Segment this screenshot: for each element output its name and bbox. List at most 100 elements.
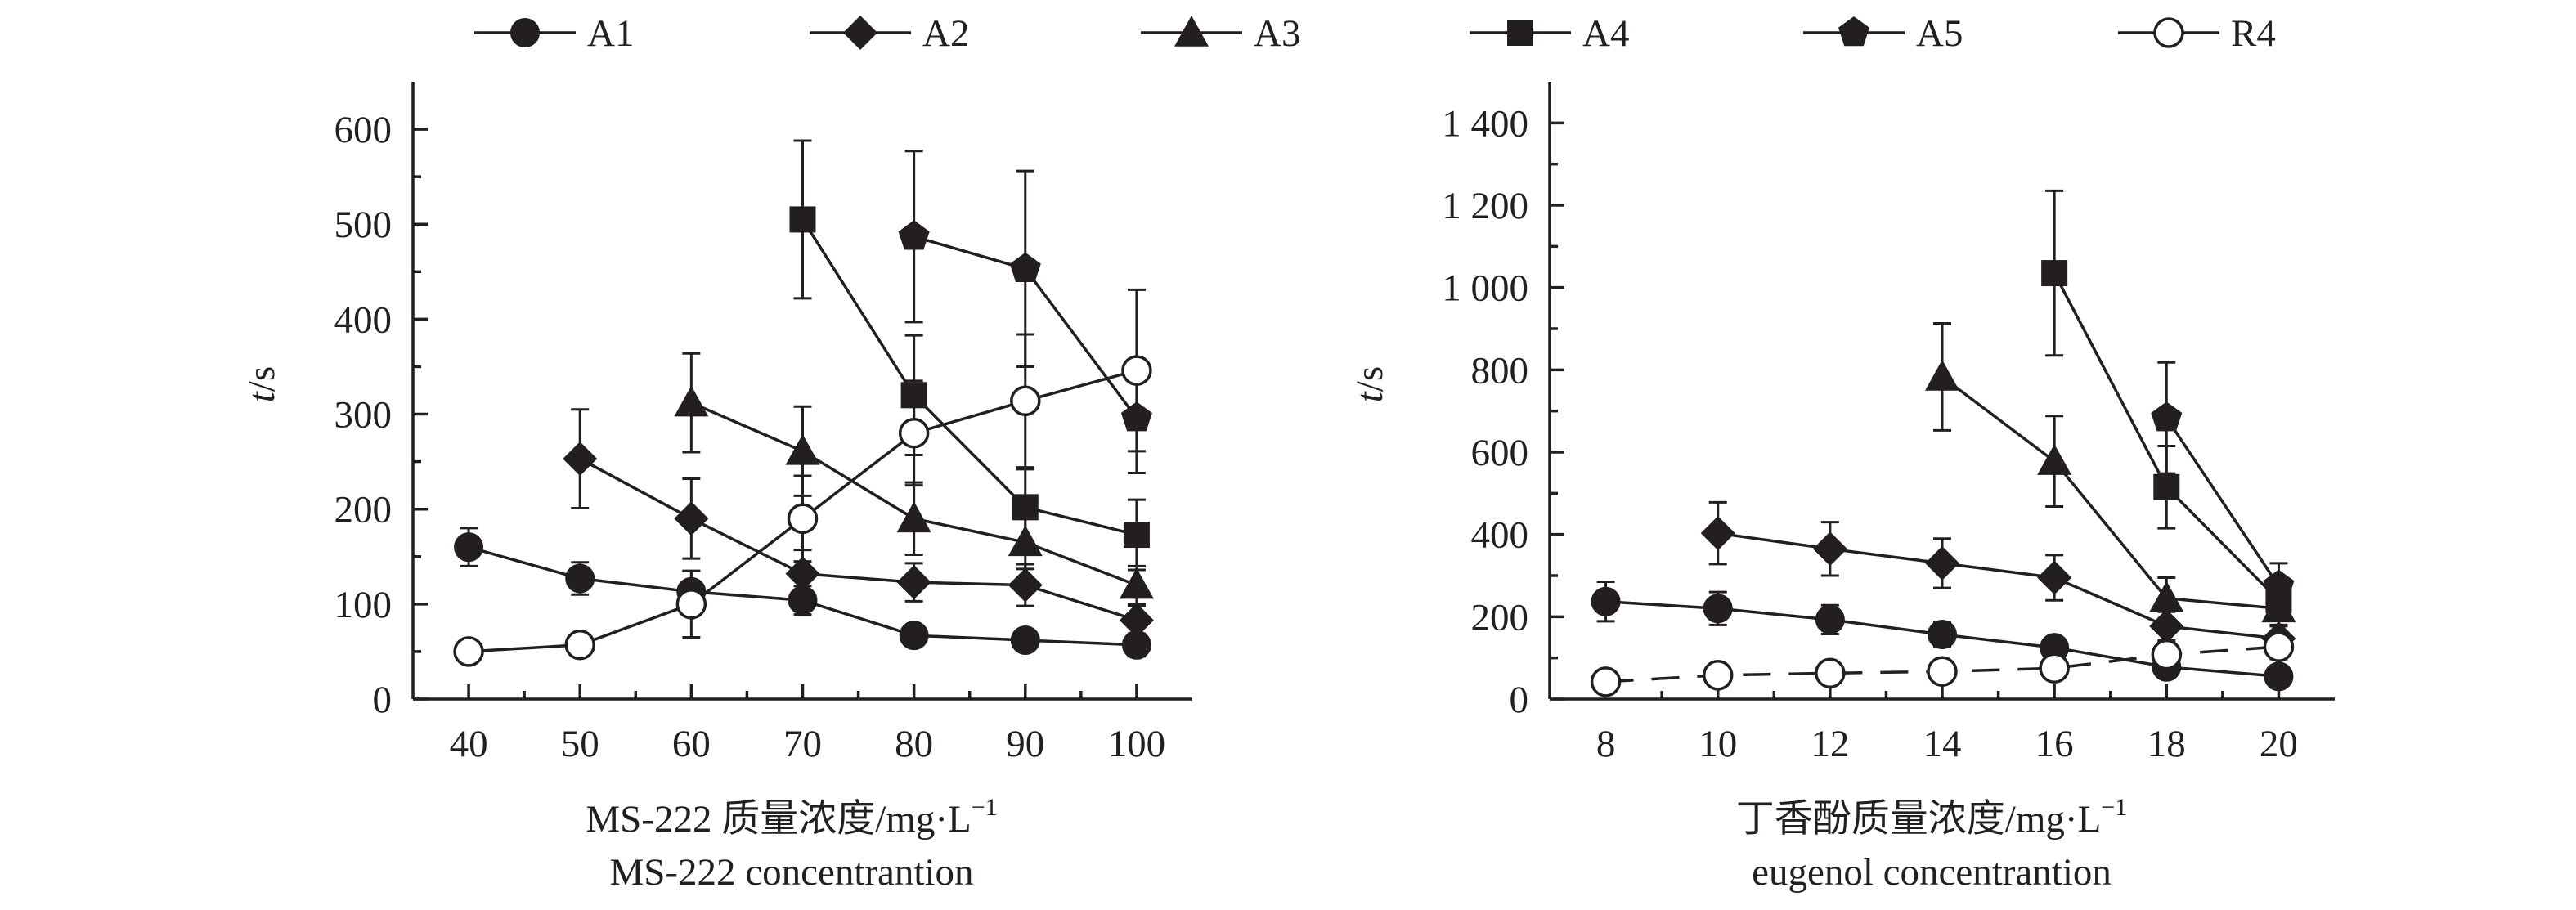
legend-item-a1: A1 [474,12,634,55]
series-a2 [1700,500,2296,657]
data-point-r4 [898,418,930,449]
data-point-r4 [787,503,819,535]
data-point-a2 [1008,567,1043,603]
legend-item-r4: R4 [2118,12,2276,55]
legend-item-a3: A3 [1141,12,1300,55]
legend-label-a2: A2 [922,12,969,55]
legend-label-a5: A5 [1916,12,1963,55]
data-point-r4 [564,630,595,661]
x-axis-title-superscript: −1 [972,794,998,821]
y-axis-title-symbol: t [240,391,283,402]
series-a4 [789,139,1150,572]
x-axis-title-superscript: −1 [2101,794,2127,821]
x-axis-title-main: 丁香酚质量浓度/mg·L [1736,798,2101,841]
data-point-a2 [785,556,820,591]
legend-marker-r4 [2153,17,2184,48]
y-tick-label: 200 [334,489,393,531]
x-tick-label: 70 [783,723,822,765]
data-point-a2 [1812,531,1847,567]
x-tick-label: 40 [450,723,488,765]
chart-eugenol: 0 200 400 600 800 1 000 1 200 1 400 8 10 12 14 16 18 2… [1349,82,2335,894]
y-tick-label: 400 [1471,514,1529,557]
series-line-a2 [579,457,1138,622]
data-point-a5 [2151,401,2183,432]
data-point-a2 [563,442,598,477]
y-axis-title-symbol: t [1349,391,1391,402]
y-tick-label: 1 200 [1442,185,1528,227]
data-point-a1 [454,532,484,563]
x-tick-label: 10 [1699,723,1737,765]
data-point-a4 [2041,260,2068,287]
y-axis-title-unit: /s [1349,366,1391,392]
data-point-a3 [2149,581,2184,612]
x-axis-title-english: eugenol concentrantion [1752,851,2112,894]
data-point-r4 [2039,652,2070,684]
data-point-a5 [1009,252,1041,282]
series-line-a2 [1717,531,2279,640]
series-a2 [563,408,1154,638]
x-tick-label: 18 [2147,723,2186,765]
data-point-a1 [1815,604,1845,634]
data-point-r4 [675,589,707,620]
y-axis-title: t/s [1349,366,1391,402]
x-tick-label: 14 [1923,723,1962,765]
data-point-r4 [1121,355,1152,386]
legend-item-a4: A4 [1470,12,1629,55]
data-point-a3 [2037,444,2072,475]
legend-label-a4: A4 [1582,12,1629,55]
y-tick-label: 100 [334,584,393,626]
data-point-a3 [785,433,820,465]
data-point-a2 [1119,603,1154,638]
x-tick-label: 90 [1006,723,1044,765]
data-point-a3 [674,385,709,417]
data-point-a3 [1925,359,1959,391]
data-point-a1 [1703,594,1733,624]
x-axis-title: MS-222 质量浓度/mg·L−1 [586,794,997,841]
legend-item-a5: A5 [1803,12,1963,55]
series-r4 [1590,631,2295,697]
data-point-r4 [1010,385,1041,417]
x-tick-label: 80 [895,723,933,765]
data-point-r4 [2263,631,2295,662]
data-point-r4 [1702,660,1734,691]
data-point-a2 [896,565,931,600]
series-a5 [2151,361,2295,610]
x-tick-label: 60 [672,723,711,765]
series-line-a4 [801,218,1138,536]
series-a1 [454,527,1151,660]
data-point-a1 [1928,619,1957,649]
y-tick-label: 500 [334,204,393,246]
data-point-a5 [898,220,930,250]
y-tick-label: 200 [1471,596,1529,639]
y-tick-label: 800 [1471,349,1529,392]
data-point-r4 [453,636,484,667]
x-tick-label: 20 [2260,723,2298,765]
data-point-a4 [2153,473,2180,500]
data-point-r4 [2151,639,2183,670]
series-line-a3 [1941,375,2279,611]
data-point-a1 [2264,661,2294,692]
data-point-r4 [1927,656,1958,688]
y-tick-label: 600 [1471,432,1529,474]
legend-label-a3: A3 [1254,12,1300,55]
y-axis-title-unit: /s [240,366,283,392]
y-tick-label: 1 400 [1442,102,1528,145]
data-point-a4 [789,206,816,233]
x-axis-title-english: MS-222 concentrantion [609,851,973,894]
data-point-a1 [1591,586,1621,616]
y-tick-label: 300 [334,394,393,437]
x-tick-label: 16 [2035,723,2074,765]
x-axis-title: 丁香酚质量浓度/mg·L−1 [1736,794,2127,841]
x-tick-label: 50 [561,723,599,765]
data-point-a2 [1700,516,1735,551]
series-a3 [1925,321,2296,626]
series-r4 [453,288,1152,667]
legend-marker-a3 [1174,16,1209,47]
data-point-a2 [2037,560,2072,595]
chart-ms222: 0 100 200 300 400 500 600 40 50 60 70 80 90 100 t/s MS-… [240,82,1192,894]
data-point-a1 [899,621,929,651]
series-line-a5 [2165,417,2280,587]
legend-label-a1: A1 [587,12,634,55]
data-point-a5 [2263,569,2295,599]
